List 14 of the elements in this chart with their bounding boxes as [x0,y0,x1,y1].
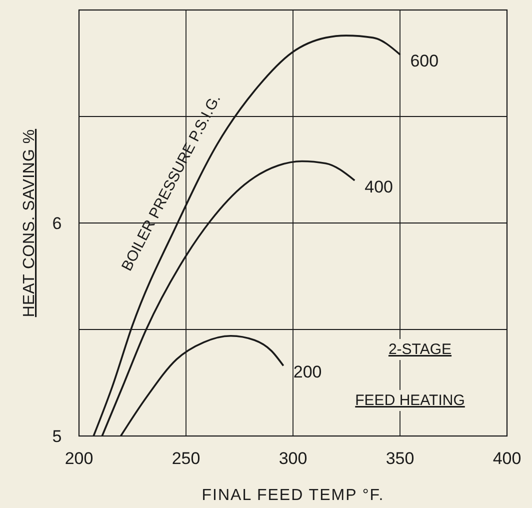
x-axis-title: FINAL FEED TEMP °F. [202,487,384,504]
series-label: 200 [293,362,322,382]
x-tick-label: 300 [278,449,308,468]
x-tick-label: 200 [64,449,94,468]
x-tick-label: 250 [172,449,200,468]
annotation: 2-STAGE [388,341,452,358]
y-axis-title: HEAT CONS. SAVING % [21,128,38,318]
x-tick-label: 400 [492,449,522,468]
x-tick-label: 350 [386,449,414,468]
y-tick-label: 5 [52,427,62,446]
series-label: 400 [364,177,394,196]
series-label: 600 [410,52,439,71]
y-tick-label: 6 [52,214,62,233]
annotation: FEED HEATING [355,392,465,409]
